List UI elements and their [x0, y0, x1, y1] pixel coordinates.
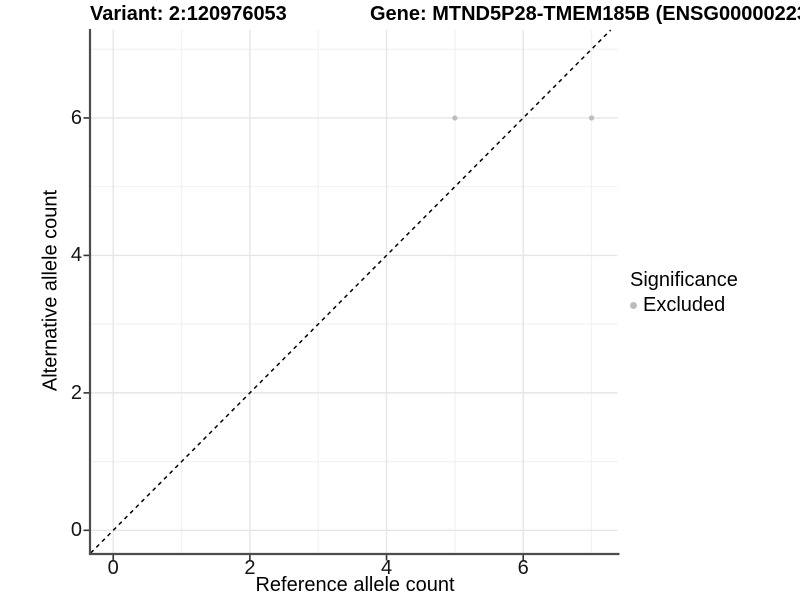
legend-title: Significance: [630, 269, 738, 291]
x-tick-label: 0: [107, 557, 119, 579]
legend: Significance Excluded: [630, 269, 738, 316]
legend-point-icon: [630, 301, 637, 309]
identity-reference-line: [90, 29, 612, 554]
y-tick-label: 2: [70, 381, 82, 404]
plot-title-gene: Gene: MTND5P28-TMEM185B (ENSG00000223: [370, 3, 800, 25]
x-axis-title: Reference allele count: [255, 574, 455, 596]
x-tick-label: 4: [380, 557, 393, 579]
data-point: [452, 115, 458, 121]
data-point: [588, 115, 595, 121]
x-tick-label: 6: [517, 557, 529, 579]
x-tick-label: 2: [244, 557, 256, 579]
y-tick-label: 6: [70, 106, 82, 129]
legend-item-label: Excluded: [643, 294, 726, 316]
y-axis-title: Alternative allele count: [39, 189, 62, 392]
y-tick-label: 0: [70, 519, 82, 542]
y-tick-label: 4: [70, 244, 82, 267]
plot-title-variant: Variant: 2:120976053: [90, 3, 287, 25]
legend-item-excluded: Excluded: [630, 294, 738, 316]
